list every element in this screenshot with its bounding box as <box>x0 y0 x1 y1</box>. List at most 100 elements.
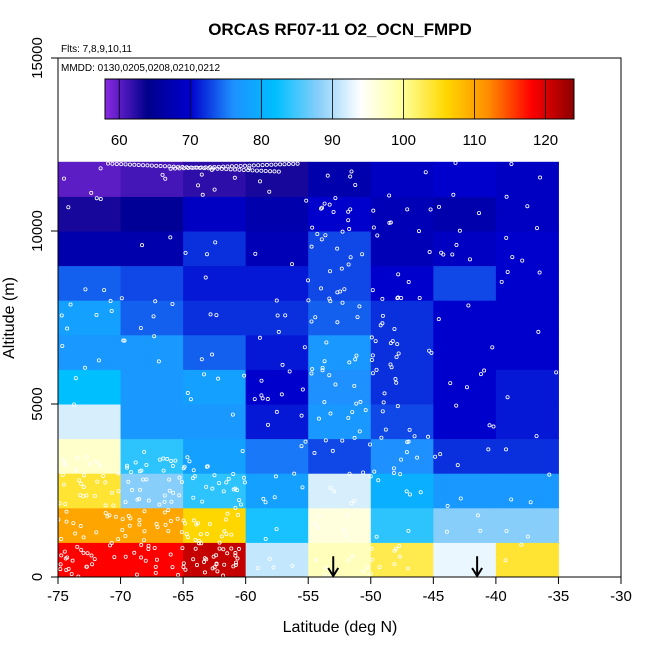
heatmap-cell <box>308 369 372 405</box>
observation-point <box>212 565 217 570</box>
observation-point <box>205 252 210 257</box>
observation-point <box>214 553 219 558</box>
observation-point <box>357 304 362 309</box>
heatmap-cell <box>245 334 309 370</box>
colorbar-gradient <box>104 78 575 120</box>
heatmap-cell <box>245 196 309 232</box>
observation-point <box>415 455 420 460</box>
observation-point <box>406 566 411 571</box>
observation-point <box>232 175 237 180</box>
heatmap-cell <box>245 265 309 301</box>
observation-point <box>412 434 417 439</box>
observation-point <box>499 279 504 284</box>
observation-point <box>380 409 385 414</box>
observation-point <box>81 535 86 540</box>
observation-point <box>369 357 374 362</box>
observation-point <box>466 303 471 308</box>
observation-point <box>179 479 184 484</box>
observation-point <box>274 527 279 532</box>
observation-point <box>370 288 375 293</box>
observation-point <box>295 161 300 166</box>
observation-point <box>407 427 412 432</box>
observation-point <box>313 557 318 562</box>
observation-point <box>428 207 433 212</box>
observation-point <box>108 543 113 548</box>
heatmap-cell <box>308 231 372 267</box>
observation-point <box>204 557 209 562</box>
observation-point <box>445 503 450 508</box>
observation-point <box>346 558 351 563</box>
heatmap-cell <box>245 404 309 440</box>
observation-point <box>140 243 145 248</box>
observation-point <box>233 486 238 491</box>
observation-point <box>395 296 400 301</box>
observation-point <box>158 164 163 169</box>
observation-point <box>381 400 386 405</box>
observation-point <box>368 571 373 576</box>
observation-point <box>361 470 366 475</box>
observation-point <box>191 495 196 500</box>
observation-point <box>163 522 168 527</box>
observation-point <box>368 474 373 479</box>
observation-point <box>59 313 64 318</box>
heatmap-cell <box>308 438 372 474</box>
observation-point <box>111 503 116 508</box>
observation-point <box>127 523 132 528</box>
observation-point <box>312 521 317 526</box>
observation-point <box>81 485 86 490</box>
heatmap-cell <box>120 300 184 336</box>
heatmap-cell <box>58 404 122 440</box>
observation-point <box>60 457 65 462</box>
observation-point <box>144 477 149 482</box>
observation-point <box>328 269 333 274</box>
heatmap-cell <box>120 334 184 370</box>
observation-point <box>369 335 374 340</box>
y-tick-label: 15000 <box>29 37 46 79</box>
heatmap-cell <box>245 161 309 197</box>
observation-point <box>66 567 71 572</box>
observation-point <box>123 500 128 505</box>
observation-point <box>416 229 421 234</box>
observation-point <box>525 204 530 209</box>
x-tick-label: -50 <box>360 588 382 605</box>
observation-point <box>392 548 397 553</box>
chart-title: ORCAS RF07-11 O2_OCN_FMPD <box>208 20 472 39</box>
observation-point <box>251 163 256 168</box>
observation-point <box>309 319 314 324</box>
observation-point <box>137 518 142 523</box>
observation-point <box>132 550 137 555</box>
heatmap-cell <box>120 473 184 509</box>
observation-point <box>79 547 84 552</box>
observation-point <box>509 161 514 166</box>
observation-point <box>79 481 84 486</box>
heatmap-cell <box>183 265 247 301</box>
observation-point <box>145 163 150 168</box>
observation-point <box>317 513 322 518</box>
observation-point <box>275 313 280 318</box>
observation-point <box>199 172 204 177</box>
observation-point <box>394 380 399 385</box>
observation-point <box>504 528 509 533</box>
observation-point <box>372 469 377 474</box>
observation-point <box>185 391 190 396</box>
observation-point <box>282 162 287 167</box>
observation-point <box>181 166 186 171</box>
flights-note: Flts: 7,8,9,10,11 <box>61 44 132 55</box>
observation-point <box>84 564 89 569</box>
observation-point <box>276 329 281 334</box>
observation-point <box>210 566 215 571</box>
observation-point <box>216 164 221 169</box>
observation-point <box>383 427 388 432</box>
heatmap-cell <box>58 231 122 267</box>
observation-point <box>116 537 121 542</box>
observation-point <box>170 565 175 570</box>
observation-point <box>510 255 515 260</box>
colorbar: 60 70 80 90 100 110 120 <box>104 78 575 149</box>
observation-point <box>340 229 345 234</box>
heatmap-cell <box>433 334 497 370</box>
observation-point <box>273 474 278 479</box>
observation-point <box>157 457 162 462</box>
observation-point <box>70 558 75 563</box>
observation-point <box>170 463 175 468</box>
observation-point <box>323 233 328 238</box>
